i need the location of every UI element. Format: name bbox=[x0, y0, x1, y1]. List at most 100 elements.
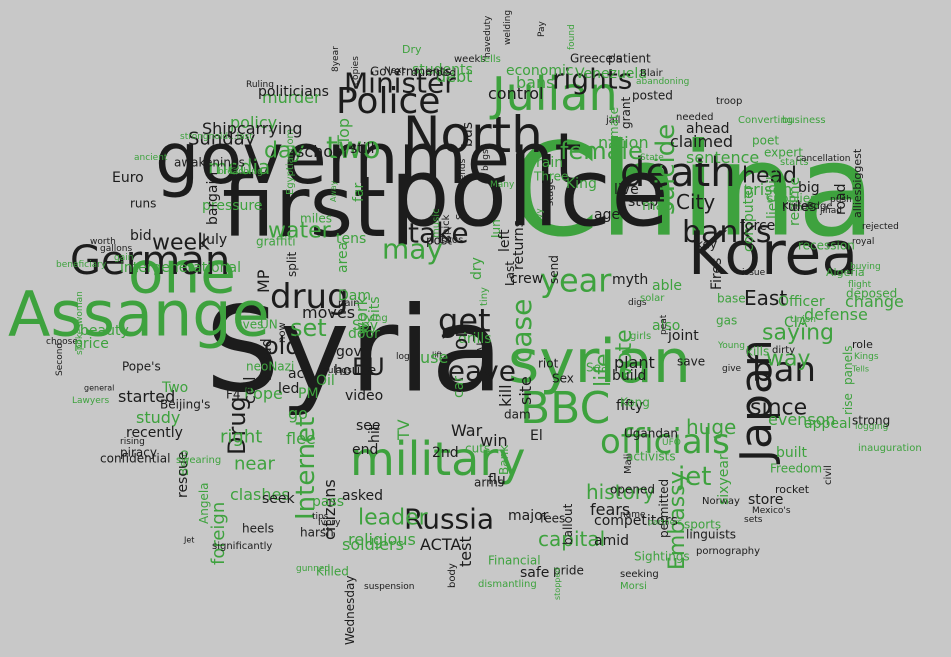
cloud-word: far bbox=[351, 182, 367, 202]
cloud-word: partners bbox=[648, 517, 682, 527]
cloud-word: key bbox=[696, 237, 718, 252]
cloud-word: UFO bbox=[662, 437, 681, 448]
cloud-word: business bbox=[782, 115, 826, 126]
cloud-word: Three bbox=[534, 169, 569, 184]
cloud-word: map bbox=[642, 197, 674, 214]
cloud-word: may bbox=[382, 232, 444, 266]
cloud-word: pain bbox=[338, 298, 360, 309]
cloud-word: Angela bbox=[197, 482, 211, 524]
cloud-word: huge bbox=[686, 415, 737, 439]
cloud-word: age bbox=[594, 206, 621, 223]
cloud-word: crew bbox=[510, 270, 544, 287]
cloud-word: see bbox=[356, 417, 381, 434]
cloud-word: school bbox=[296, 142, 348, 162]
cloud-word: name bbox=[620, 509, 646, 520]
cloud-word: water bbox=[268, 218, 331, 244]
cloud-word: welding bbox=[503, 9, 513, 45]
cloud-word: Euro bbox=[112, 169, 144, 186]
cloud-word: City bbox=[676, 190, 716, 214]
cloud-word: old bbox=[264, 331, 301, 360]
cloud-word: 8year bbox=[331, 46, 341, 72]
cloud-word: Wednesday bbox=[343, 575, 357, 645]
cloud-word: officials bbox=[600, 421, 730, 462]
cloud-word: grant bbox=[619, 96, 633, 129]
cloud-word: rejected bbox=[862, 221, 899, 232]
cloud-word: gallons bbox=[100, 243, 133, 254]
cloud-word: government bbox=[155, 118, 582, 200]
cloud-word: right bbox=[220, 426, 263, 448]
cloud-word: Minister bbox=[344, 66, 456, 100]
cloud-word: stopped bbox=[553, 567, 562, 600]
cloud-word: rise bbox=[841, 393, 855, 415]
cloud-word: Assange bbox=[8, 277, 270, 351]
cloud-word: leave bbox=[440, 354, 516, 388]
cloud-word: death bbox=[620, 150, 736, 196]
cloud-word: King bbox=[566, 175, 597, 192]
cloud-word: rocket bbox=[775, 483, 810, 497]
cloud-word: Morsi bbox=[620, 581, 647, 592]
cloud-word: haveduty bbox=[483, 15, 493, 58]
cloud-word: religious bbox=[348, 530, 416, 550]
cloud-word: Algeria bbox=[826, 266, 865, 280]
cloud-word: gulags bbox=[322, 365, 352, 376]
cloud-word: beauty bbox=[80, 322, 129, 339]
cloud-word: get bbox=[438, 301, 491, 340]
cloud-word: ACTA bbox=[420, 535, 462, 555]
cloud-word: since bbox=[750, 395, 808, 421]
cloud-word: Venezuela bbox=[575, 65, 647, 82]
cloud-word: Officer bbox=[778, 293, 825, 310]
cloud-word: prison bbox=[743, 180, 793, 200]
cloud-word: Beijing's bbox=[160, 397, 211, 412]
cloud-word: store bbox=[748, 491, 784, 508]
cloud-word: fees bbox=[540, 511, 566, 526]
cloud-word: civil bbox=[823, 465, 834, 485]
cloud-word: Pope's bbox=[122, 359, 161, 374]
cloud-word: Shipcarrying bbox=[202, 119, 303, 139]
cloud-word: seeking bbox=[620, 569, 659, 580]
cloud-word: appeal bbox=[804, 415, 852, 432]
cloud-word: intergenerational bbox=[120, 259, 241, 276]
cloud-word: dismantling bbox=[478, 579, 537, 590]
cloud-word: breaching bbox=[218, 166, 263, 177]
cloud-word: tells bbox=[480, 54, 501, 65]
cloud-word: CIA bbox=[784, 314, 808, 331]
cloud-word: jihad bbox=[820, 205, 842, 216]
cloud-word: left bbox=[497, 229, 513, 252]
cloud-word: post bbox=[426, 233, 452, 248]
cloud-word: drug bbox=[270, 276, 349, 317]
cloud-word: Lawyers bbox=[72, 395, 110, 406]
cloud-word: Mali bbox=[623, 453, 634, 474]
cloud-word: rip bbox=[472, 330, 488, 345]
cloud-word: now bbox=[277, 322, 288, 343]
cloud-word: needed bbox=[676, 112, 714, 123]
cloud-word: copies bbox=[351, 56, 361, 85]
cloud-word: Fires bbox=[709, 257, 725, 290]
cloud-word: murder bbox=[262, 88, 321, 108]
cloud-word: car bbox=[451, 375, 467, 398]
cloud-word: leader bbox=[358, 505, 428, 531]
cloud-word: take bbox=[408, 216, 469, 250]
cloud-word: primate bbox=[607, 106, 621, 154]
cloud-word: Syria bbox=[205, 280, 504, 419]
cloud-word: bid bbox=[130, 227, 152, 244]
cloud-word: solar bbox=[640, 293, 665, 304]
cloud-word: go bbox=[288, 404, 308, 424]
cloud-word: moves bbox=[302, 303, 356, 323]
cloud-word: levy bbox=[535, 208, 545, 227]
cloud-word: PM bbox=[298, 385, 319, 402]
cloud-word: Kong bbox=[620, 395, 650, 410]
cloud-word: Two bbox=[162, 379, 189, 396]
cloud-word: Bank bbox=[497, 444, 511, 475]
cloud-word: police bbox=[390, 138, 669, 248]
cloud-word: abandoning bbox=[636, 76, 690, 87]
cloud-word: China bbox=[510, 116, 876, 266]
cloud-word: bans bbox=[516, 73, 555, 93]
cloud-word: East bbox=[744, 286, 788, 310]
cloud-word: built bbox=[776, 444, 808, 461]
cloud-word: flying bbox=[360, 313, 388, 324]
cloud-word: weeks bbox=[454, 54, 486, 65]
cloud-word: piracy bbox=[120, 445, 157, 460]
cloud-word: send bbox=[547, 255, 561, 284]
cloud-word: ahead bbox=[686, 120, 730, 137]
cloud-word: miles bbox=[300, 211, 332, 226]
